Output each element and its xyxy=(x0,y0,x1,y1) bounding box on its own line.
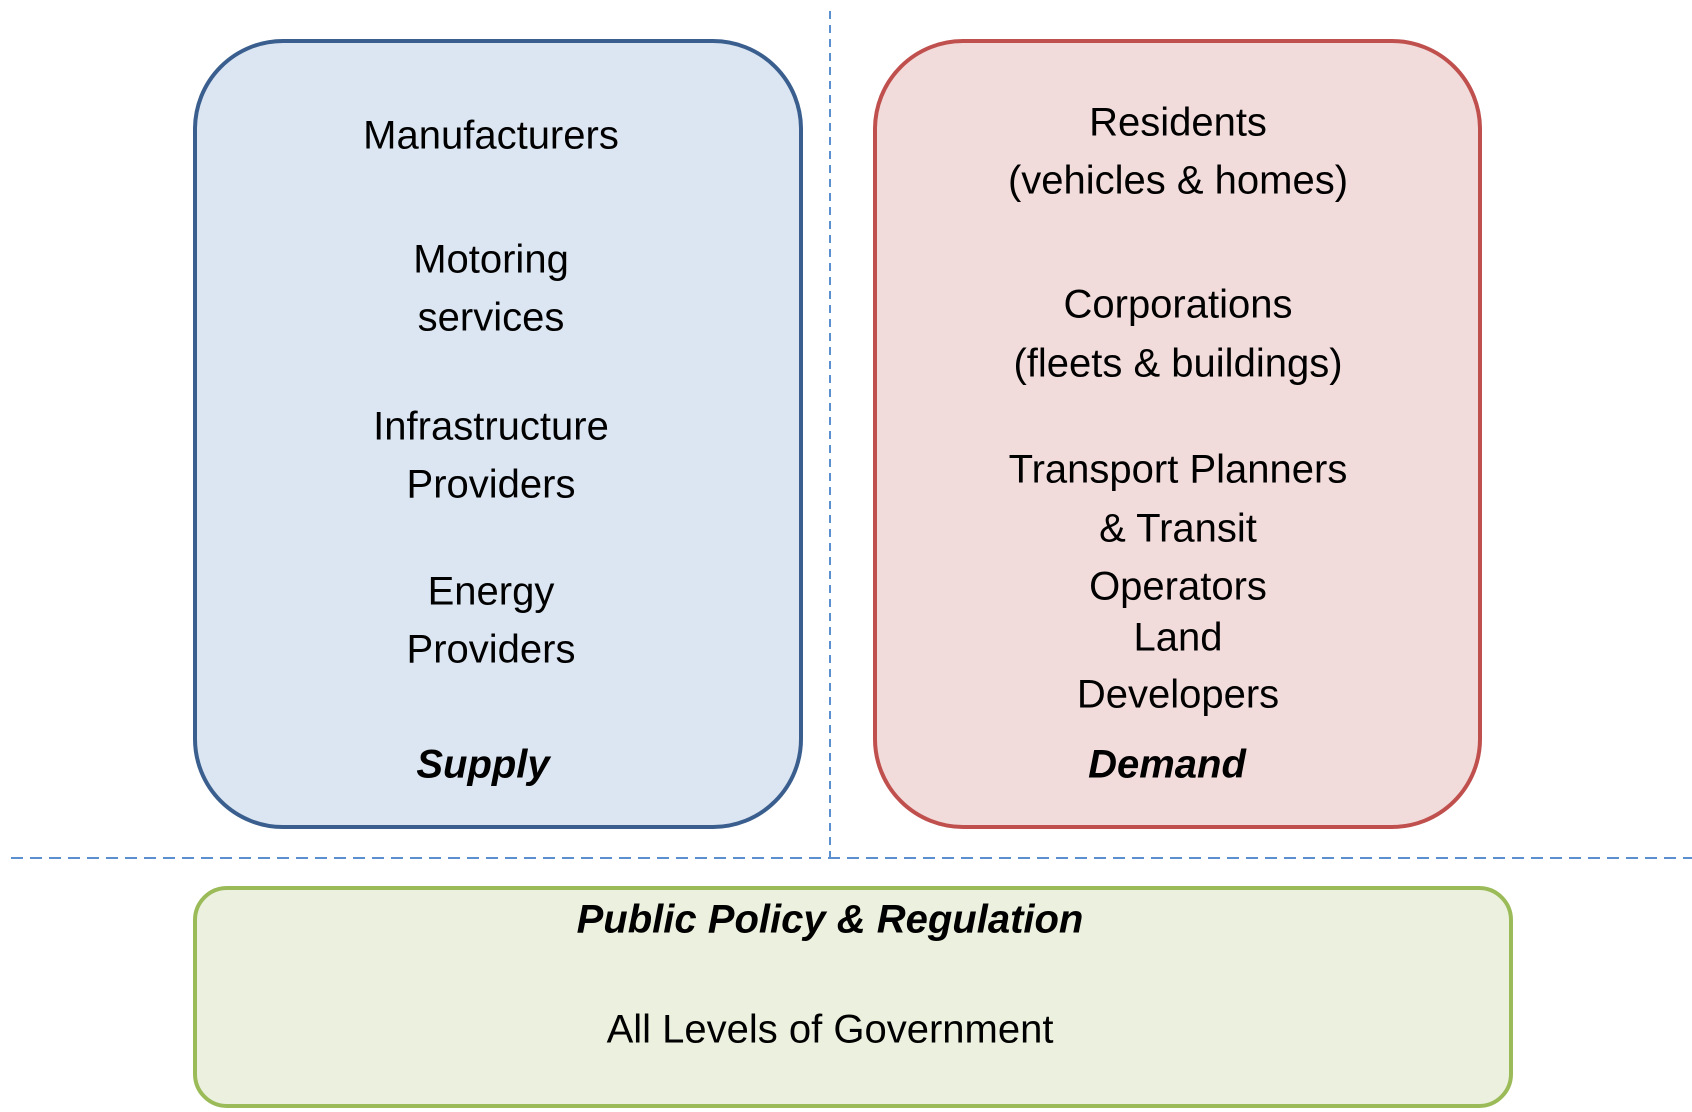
supply-label: Supply xyxy=(416,743,551,787)
supply-item: Infrastructure xyxy=(373,405,609,449)
policy-box xyxy=(193,886,1513,1108)
demand-item: Residents xyxy=(1089,101,1267,145)
supply-item: Energy xyxy=(428,570,555,614)
supply-item: Motoring xyxy=(413,238,569,282)
demand-item: Transport Planners xyxy=(1009,448,1348,492)
supply-item: services xyxy=(418,296,565,340)
policy-title: Public Policy & Regulation xyxy=(577,898,1084,942)
demand-item: Developers xyxy=(1077,673,1279,717)
demand-box xyxy=(873,39,1482,829)
demand-item: (fleets & buildings) xyxy=(1013,342,1342,386)
policy-item: All Levels of Government xyxy=(607,1008,1054,1052)
demand-item: Land xyxy=(1134,616,1223,660)
supply-item: Providers xyxy=(407,463,576,507)
demand-label: Demand xyxy=(1088,743,1247,787)
supply-item: Manufacturers xyxy=(363,114,619,158)
supply-box xyxy=(193,39,803,829)
demand-item: Corporations xyxy=(1063,283,1292,327)
supply-item: Providers xyxy=(407,628,576,672)
demand-item: (vehicles & homes) xyxy=(1008,159,1348,203)
demand-item: & Transit xyxy=(1099,507,1257,551)
demand-item: Operators xyxy=(1089,565,1267,609)
